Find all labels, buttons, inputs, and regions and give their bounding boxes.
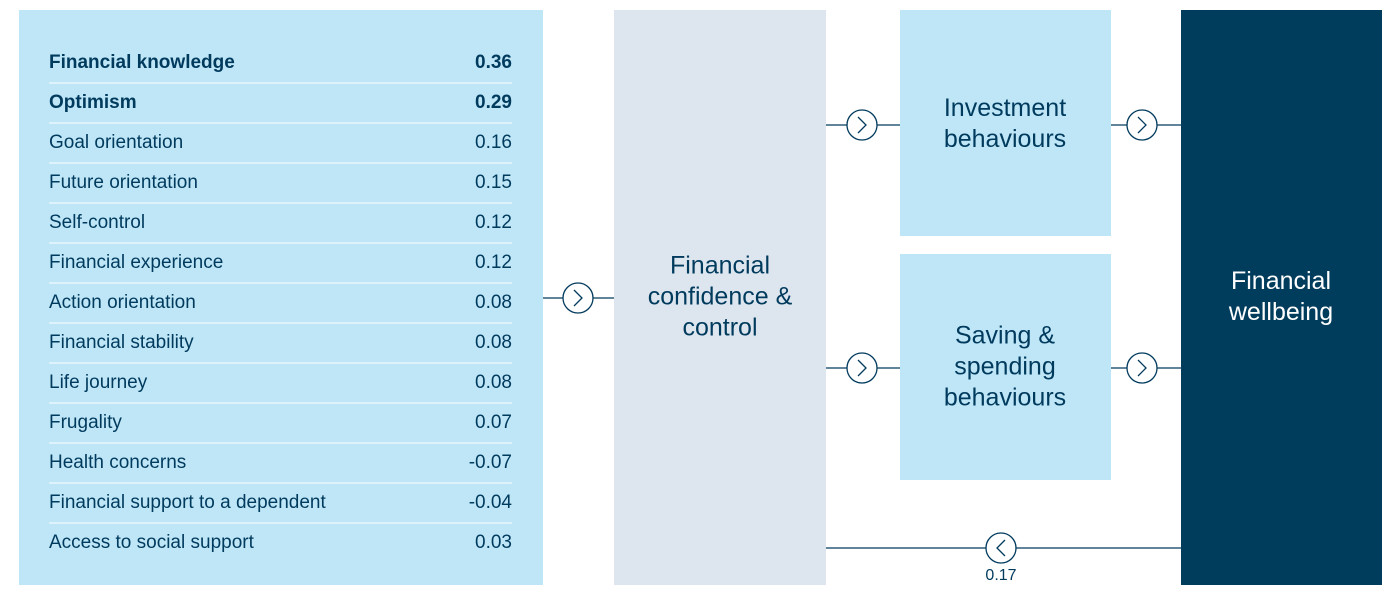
chevron [996,539,1006,557]
node-label: Investment [944,94,1066,122]
factor-label: Health concerns [49,452,186,473]
factor-label: Action orientation [49,292,196,313]
factor-label: Goal orientation [49,132,183,153]
arrow-circle [846,109,878,141]
saving-box [900,254,1111,480]
node-label: confidence & [648,283,793,311]
factor-value: 0.29 [475,92,512,113]
factor-value: 0.08 [475,372,512,393]
arrow-circle [562,282,594,314]
chevron [573,289,583,307]
factor-label: Frugality [49,412,122,433]
factor-label: Self-control [49,212,145,233]
node-label: spending [954,353,1055,381]
chevron [1137,116,1147,134]
node-label: behaviours [944,125,1066,153]
wellbeing-box [1181,10,1382,585]
factor-value: -0.04 [469,492,513,513]
factor-panel [19,10,543,585]
nodes: Financial confidence & control Investment be… [648,94,1333,412]
factor-value: 0.12 [475,212,512,233]
factor-value: 0.03 [475,532,512,553]
factor-value: -0.07 [469,452,512,473]
node-label: Financial [670,252,770,280]
factor-label: Financial experience [49,252,223,273]
factor-value: 0.08 [475,332,512,353]
node-label: control [682,314,757,342]
node-label: behaviours [944,384,1066,412]
factor-value: 0.12 [475,252,512,273]
factor-label: Financial stability [49,332,194,353]
arrow-circle [1126,352,1158,384]
arrow-circles [562,109,1158,564]
factor-value: 0.16 [475,132,512,153]
chevron [857,359,867,377]
factor-value: 0.15 [475,172,512,193]
node-label: Financial [1231,267,1331,295]
factor-table: Financial knowledge 0.36 Optimism 0.29 Goal … [49,52,512,553]
node-label: wellbeing [1228,298,1333,326]
chevron [857,116,867,134]
factor-label: Life journey [49,372,148,393]
confidence-box [614,10,826,585]
factor-label: Financial support to a dependent [49,492,326,513]
arrow-circle [1126,109,1158,141]
node-label: Saving & [955,322,1055,350]
arrow-circle [985,532,1017,564]
factor-label: Financial knowledge [49,52,235,73]
chevron [1137,359,1147,377]
factor-value: 0.08 [475,292,512,313]
factor-label: Future orientation [49,172,198,193]
investment-box [900,10,1111,236]
feedback-label: 0.17 [985,567,1016,584]
factor-value: 0.07 [475,412,512,433]
factor-value: 0.36 [475,52,512,73]
factor-label: Access to social support [49,532,255,553]
arrow-circle [846,352,878,384]
factor-label: Optimism [49,92,137,113]
